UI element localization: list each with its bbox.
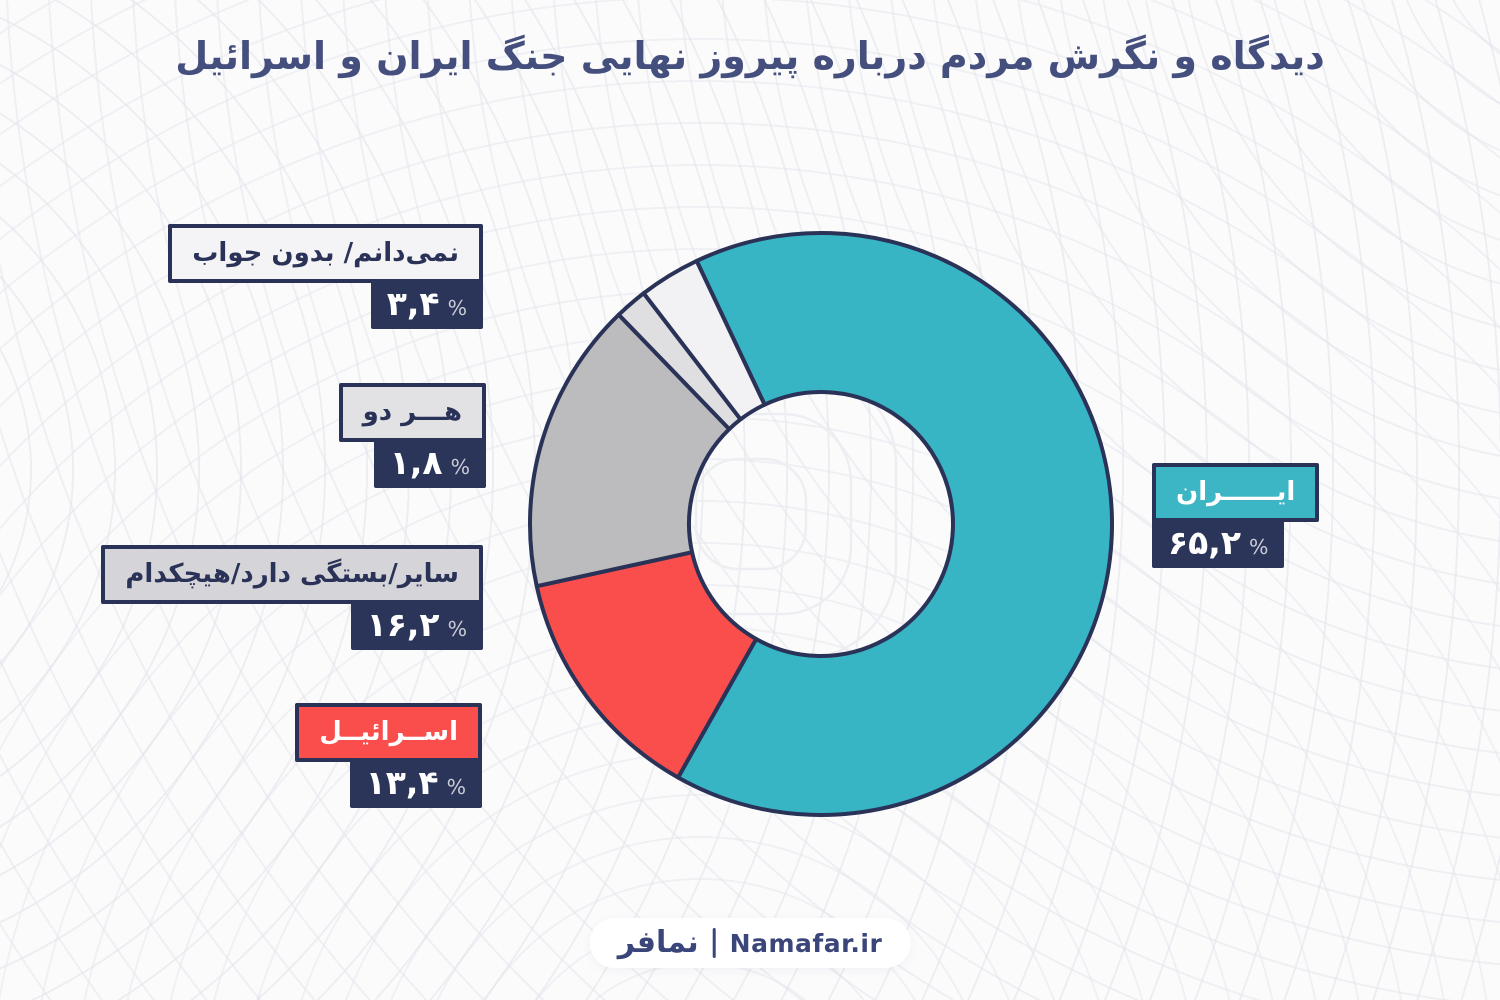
callout-other: سایر/بستگی دارد/هیچکدام ۱۶,۲ % [101, 545, 483, 650]
value-box-unknown: ۳,۴ % [370, 279, 483, 329]
value-box-israel: ۱۳,۴ % [349, 758, 482, 808]
donut-slices [528, 230, 1114, 817]
brand-logo-fa: نمافر [617, 925, 699, 960]
page-title: دیدگاه و نگرش مردم درباره پیروز نهایی جن… [175, 34, 1325, 78]
label-box-unknown: نمی‌دانم/ بدون جواب [168, 224, 483, 284]
label-box-other: سایر/بستگی دارد/هیچکدام [101, 545, 483, 605]
value-both: ۱,۸ [389, 443, 443, 483]
value-box-iran: ۶۵,۲ % [1152, 518, 1285, 568]
value-other: ۱۶,۲ [366, 605, 440, 645]
callout-iran: ایــــــران ۶۵,۲ % [1152, 463, 1320, 568]
percent-sign: % [1248, 535, 1269, 560]
label-box-both: هـــر دو [338, 383, 486, 443]
donut-slice-2 [528, 312, 732, 589]
callout-israel: اســرائیــل ۱۳,۴ % [295, 703, 482, 808]
percent-sign: % [450, 455, 470, 480]
brand-divider [712, 928, 716, 958]
callout-both: هـــر دو ۱,۸ % [338, 383, 486, 488]
label-text-unknown: نمی‌دانم/ بدون جواب [192, 238, 459, 268]
label-box-iran: ایــــــران [1152, 463, 1320, 523]
callout-unknown: نمی‌دانم/ بدون جواب ۳,۴ % [168, 224, 483, 329]
donut-slice-1 [534, 550, 759, 780]
percent-sign: % [447, 617, 467, 642]
value-iran: ۶۵,۲ [1168, 523, 1241, 563]
value-unknown: ۳,۴ [386, 284, 440, 324]
label-text-other: سایر/بستگی دارد/هیچکدام [125, 559, 459, 589]
label-text-iran: ایــــــران [1176, 477, 1296, 507]
percent-sign: % [446, 775, 466, 800]
donut-slice-0 [676, 230, 1114, 817]
label-box-israel: اســرائیــل [295, 703, 482, 763]
donut-slice-4 [641, 258, 767, 422]
value-box-other: ۱۶,۲ % [350, 600, 483, 650]
value-box-both: ۱,۸ % [373, 438, 486, 488]
label-text-israel: اســرائیــل [319, 717, 458, 747]
donut-chart [528, 230, 1114, 817]
label-text-both: هـــر دو [362, 397, 462, 427]
brand-site-url: Namafar.ir [729, 928, 883, 958]
percent-sign: % [447, 296, 467, 321]
brand-badge: نمافر Namafar.ir [589, 918, 911, 968]
value-israel: ۱۳,۴ [365, 763, 439, 803]
